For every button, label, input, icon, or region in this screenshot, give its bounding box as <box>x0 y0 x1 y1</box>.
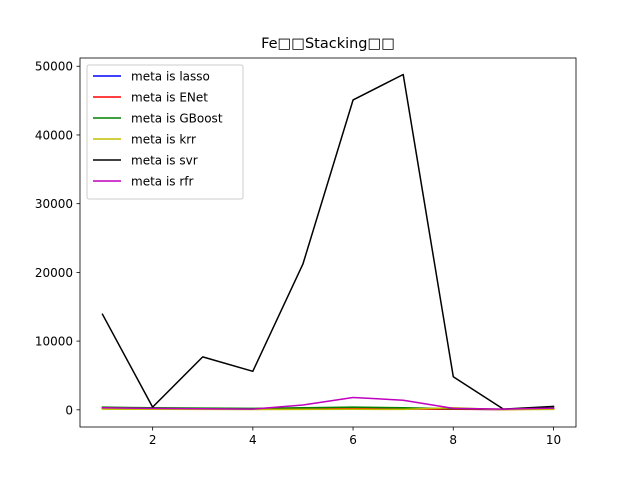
legend-label-2: meta is GBoost <box>131 112 223 126</box>
axes-frame <box>79 57 577 428</box>
y-tick-label-3: 30000 <box>35 197 73 211</box>
legend: meta is lasso meta is ENet meta is GBoost m… <box>86 64 244 200</box>
axes: 2 4 6 8 10 0 10000 20000 30000 40000 50000 <box>35 57 577 447</box>
x-tick-label-1: 4 <box>249 433 257 447</box>
y-tick-label-2: 20000 <box>35 266 73 280</box>
series-line-4 <box>101 73 555 410</box>
legend-box <box>86 64 244 200</box>
legend-label-0: meta is lasso <box>131 70 210 84</box>
legend-label-4: meta is svr <box>131 154 198 168</box>
series-line-5 <box>101 396 555 410</box>
legend-label-1: meta is ENet <box>131 91 208 105</box>
y-tick-label-0: 0 <box>65 403 73 417</box>
legend-label-5: meta is rfr <box>131 175 194 189</box>
chart-title: Fe□□Stacking□□ <box>261 36 395 52</box>
plot-lines <box>101 73 555 411</box>
y-tick-label-1: 10000 <box>35 335 73 349</box>
x-tick-label-2: 6 <box>349 433 357 447</box>
x-tick-label-3: 8 <box>449 433 457 447</box>
legend-label-3: meta is krr <box>131 133 196 147</box>
y-tick-label-4: 40000 <box>35 128 73 142</box>
x-tick-label-0: 2 <box>149 433 157 447</box>
y-tick-label-5: 50000 <box>35 60 73 74</box>
x-tick-label-4: 10 <box>546 433 561 447</box>
